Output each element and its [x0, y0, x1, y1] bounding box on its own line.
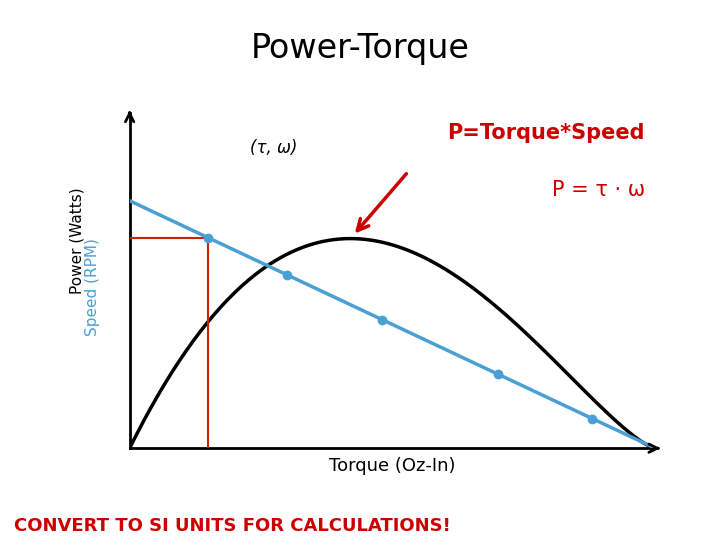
Text: CONVERT TO SI UNITS FOR CALCULATIONS!: CONVERT TO SI UNITS FOR CALCULATIONS!: [14, 517, 451, 535]
Text: P=Torque*Speed: P=Torque*Speed: [447, 124, 644, 144]
Text: P = τ · ω: P = τ · ω: [552, 180, 644, 200]
Text: Speed (RPM): Speed (RPM): [85, 239, 100, 336]
Text: (τ, ω): (τ, ω): [251, 139, 298, 157]
Text: Power (Watts): Power (Watts): [70, 187, 84, 294]
Text: Power-Torque: Power-Torque: [251, 32, 469, 65]
X-axis label: Torque (Oz-In): Torque (Oz-In): [329, 456, 456, 475]
